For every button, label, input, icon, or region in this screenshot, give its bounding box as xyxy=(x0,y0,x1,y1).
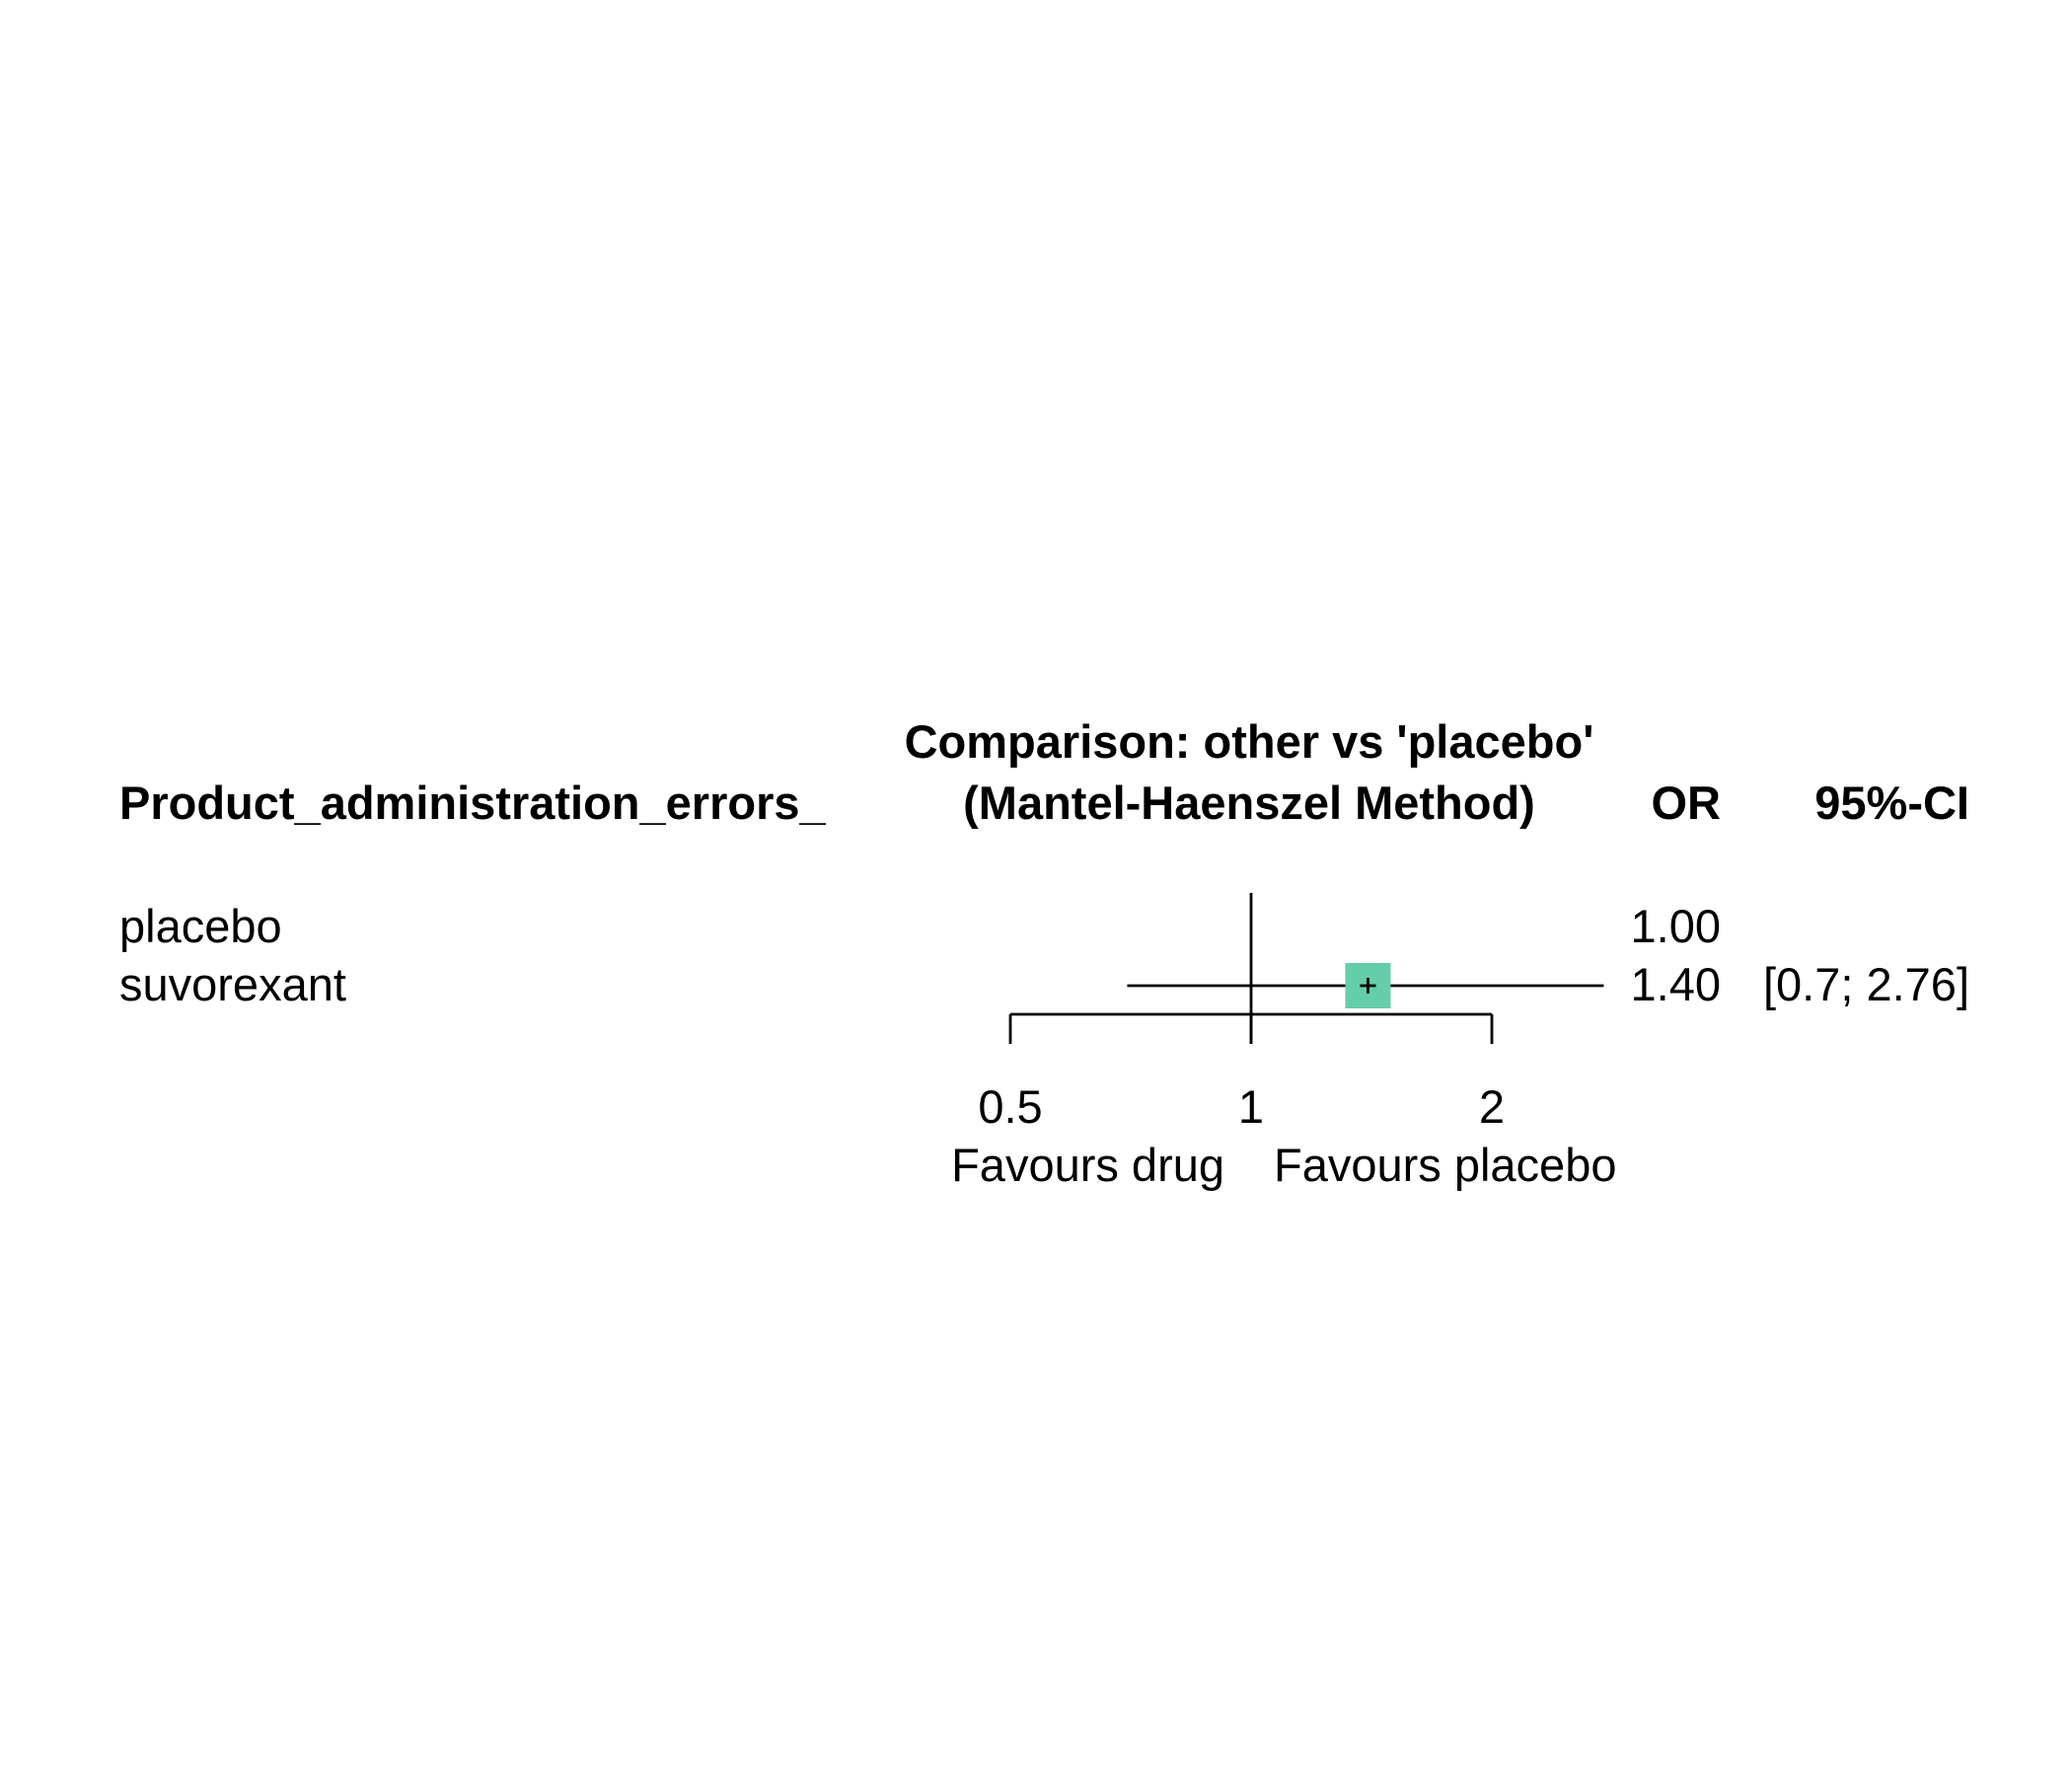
row-header: Product_administration_errors_ xyxy=(119,777,827,829)
ci-value: [0.7; 2.76] xyxy=(1763,958,1969,1010)
study-row: suvorexant 1.40 [0.7; 2.76] xyxy=(119,958,1969,1010)
title-line-2: (Mantel-Haenszel Method) xyxy=(963,777,1535,829)
favours-left-label: Favours drug xyxy=(951,1139,1224,1191)
row-label: suvorexant xyxy=(119,958,346,1010)
study-row: placebo 1.00 xyxy=(119,900,1721,952)
axis-tick-label: 0.5 xyxy=(978,1080,1042,1133)
row-label: placebo xyxy=(119,900,282,952)
plot-headers: Comparison: other vs 'placebo' Product_a… xyxy=(119,715,1969,829)
axis-tick-label: 1 xyxy=(1238,1080,1264,1133)
or-value: 1.00 xyxy=(1631,900,1721,952)
ci-header: 95%-CI xyxy=(1814,777,1969,829)
or-value: 1.40 xyxy=(1631,958,1721,1010)
study-rows: placebo 1.00 suvorexant 1.40 [0.7; 2.76] xyxy=(119,893,1969,1044)
x-axis: 0.5 1 2 xyxy=(978,1012,1505,1133)
favours-labels: Favours drug Favours placebo xyxy=(951,1139,1616,1191)
or-header: OR xyxy=(1652,777,1722,829)
title-line-1: Comparison: other vs 'placebo' xyxy=(905,715,1594,768)
favours-right-label: Favours placebo xyxy=(1274,1139,1616,1191)
axis-tick-label: 2 xyxy=(1479,1080,1505,1133)
